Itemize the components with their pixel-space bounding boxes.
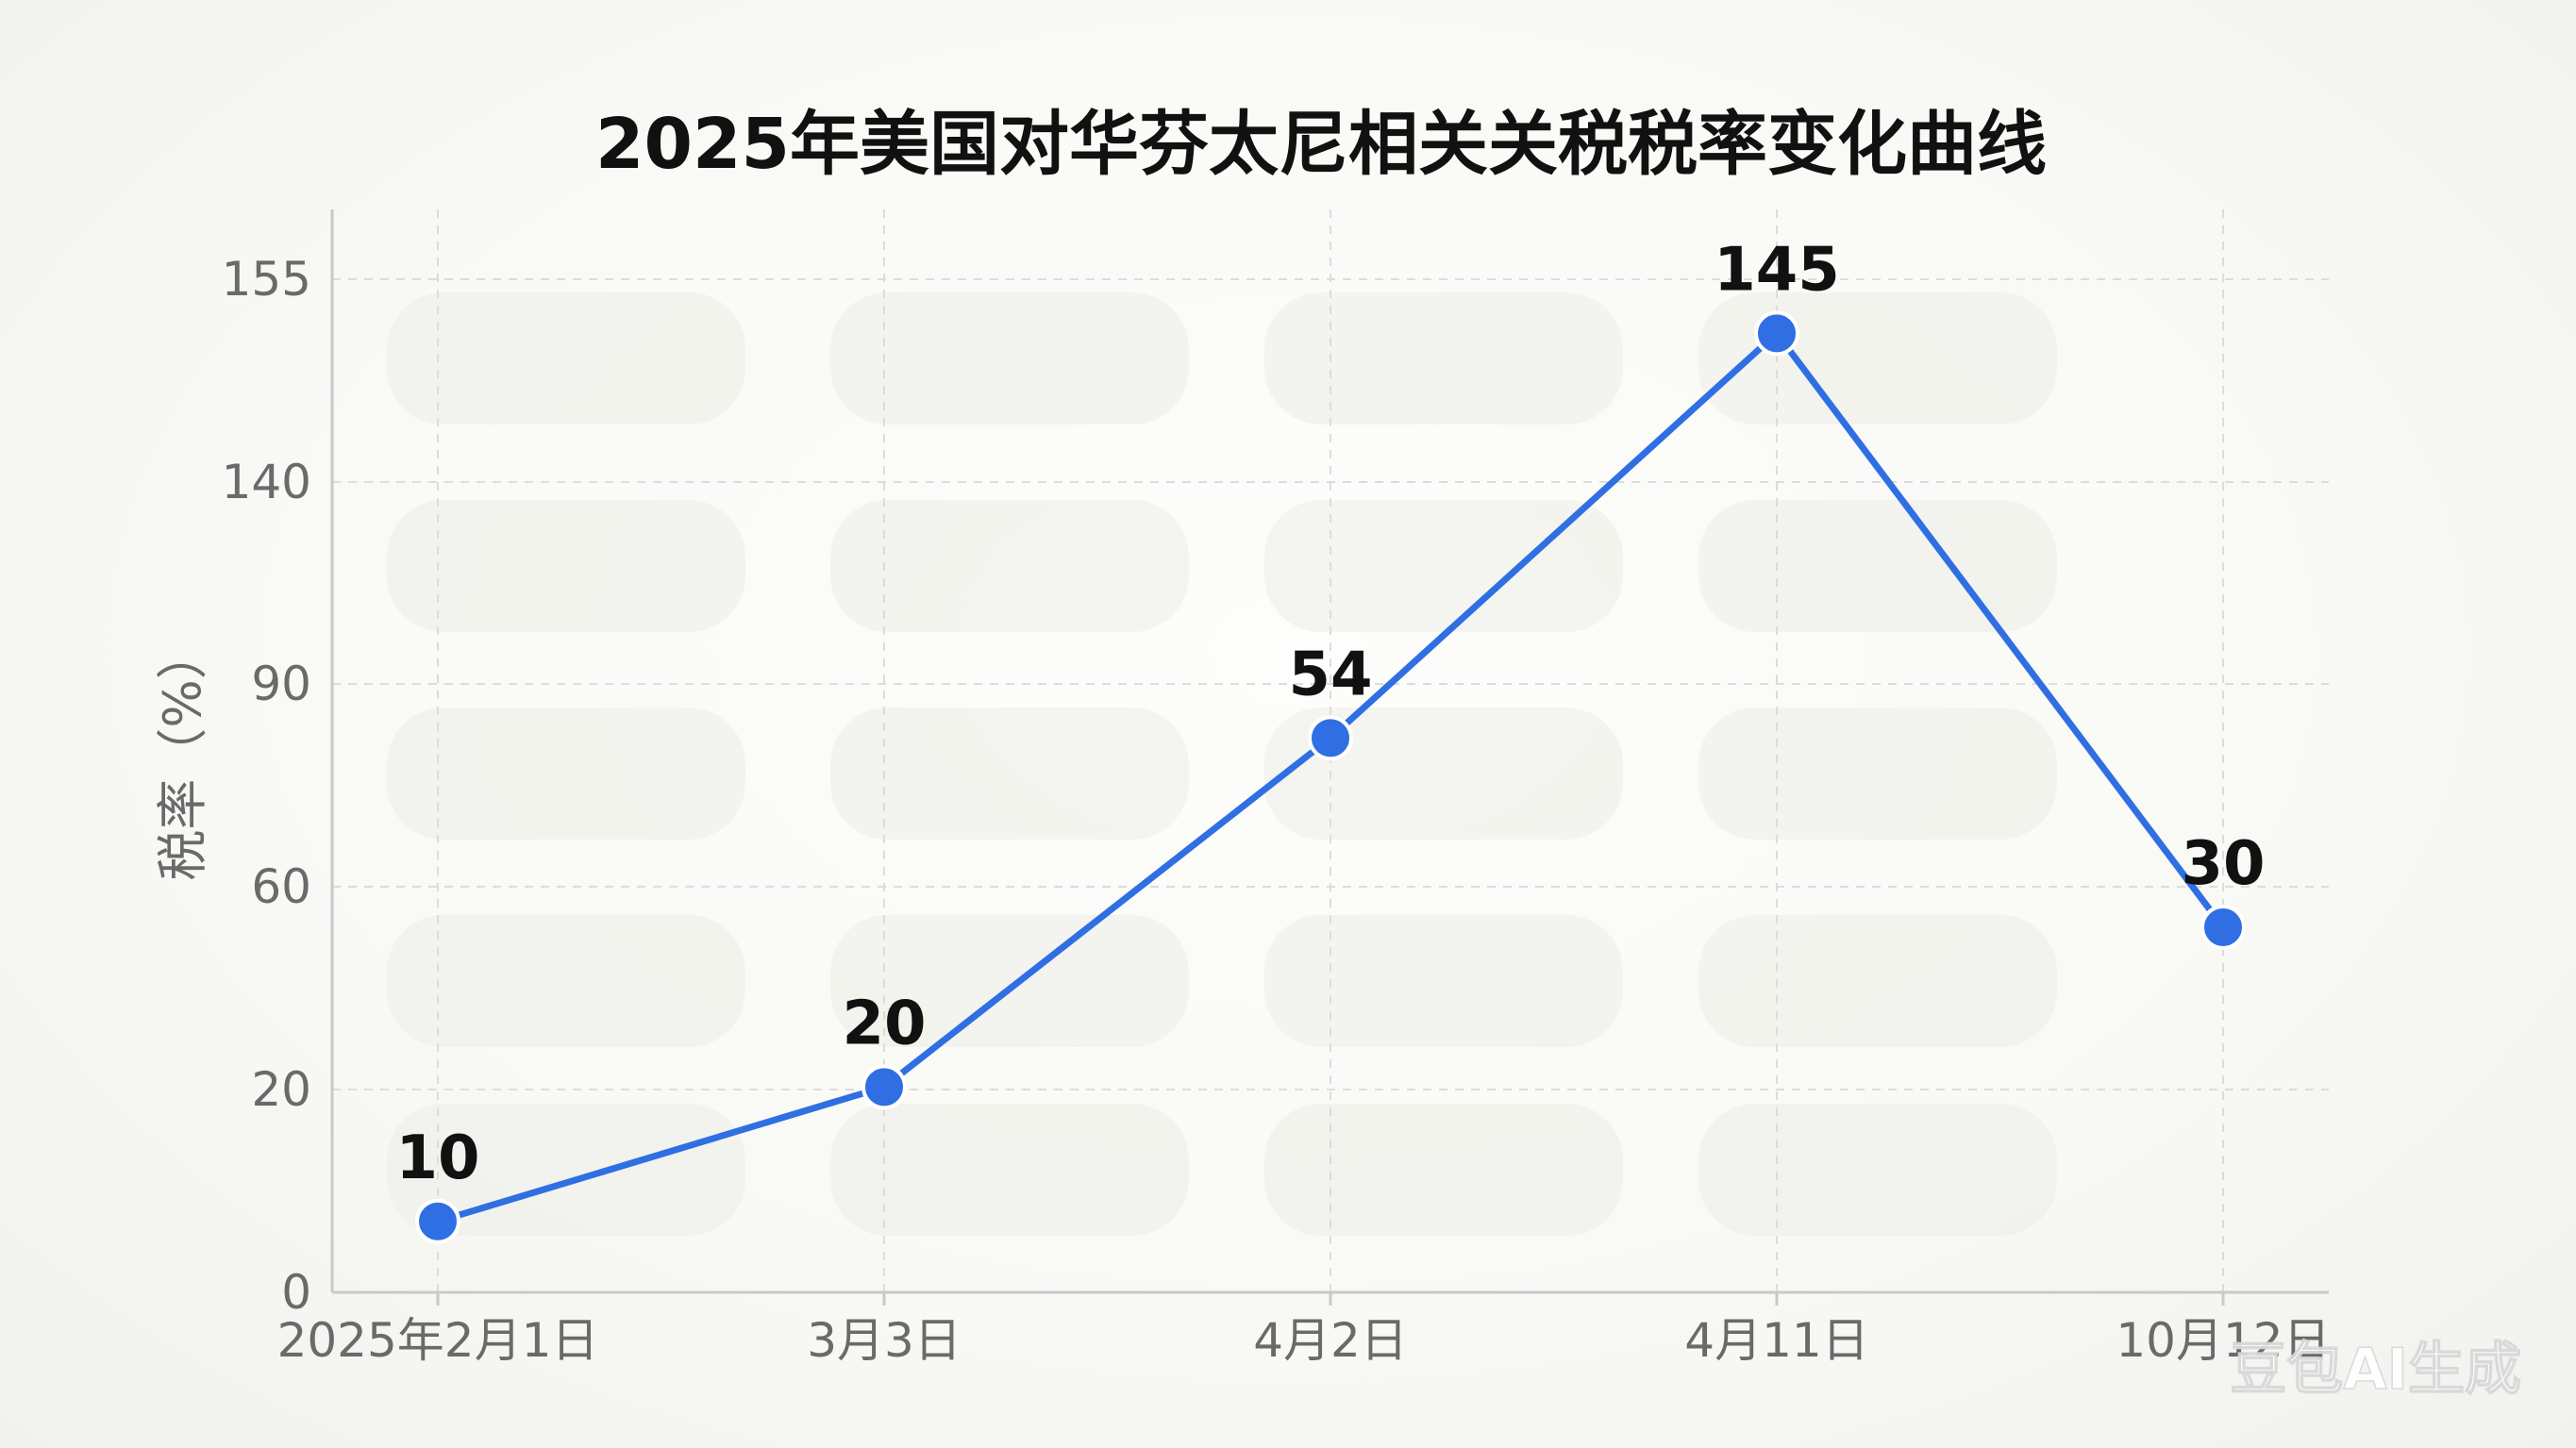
- data-point: [2200, 905, 2246, 950]
- y-tick-label: 155: [222, 252, 311, 307]
- background-blob: [1264, 500, 1623, 632]
- data-labels: 10 20 54 145 30: [395, 235, 2265, 1192]
- x-tick-label: 4月2日: [1253, 1313, 1408, 1368]
- background-blob: [387, 707, 745, 840]
- y-tick-label: 90: [251, 657, 311, 711]
- y-axis-ticks: 0 20 60 90 140 155: [222, 252, 311, 1320]
- background-blob: [387, 292, 745, 424]
- background-texture: [387, 292, 2057, 1236]
- x-tick-label: 4月11日: [1684, 1313, 1868, 1368]
- x-tick-label: 2025年2月1日: [277, 1313, 599, 1368]
- data-point: [861, 1064, 907, 1110]
- data-point: [415, 1198, 460, 1244]
- background-blob: [387, 500, 745, 632]
- chart-title: 2025年美国对华芬太尼相关关税税率变化曲线: [595, 104, 2047, 185]
- data-label: 145: [1714, 235, 1840, 305]
- background-blob: [1264, 707, 1623, 840]
- grid: [332, 209, 2329, 1292]
- background-blob: [1698, 1104, 2057, 1236]
- data-label: 10: [395, 1123, 479, 1193]
- background-blob: [1264, 292, 1623, 424]
- data-points: [415, 310, 2246, 1244]
- x-axis-ticks: 2025年2月1日 3月3日 4月2日 4月11日 10月12日: [277, 1292, 2331, 1368]
- data-point: [1754, 310, 1799, 357]
- x-tick-label: 10月12日: [2116, 1313, 2330, 1368]
- data-label: 20: [842, 989, 926, 1058]
- watermark-logo: 豆包AI生成: [2230, 1337, 2521, 1403]
- background-blob: [1264, 1104, 1623, 1236]
- background-blob: [830, 915, 1189, 1047]
- y-tick-label: 140: [222, 455, 311, 509]
- data-label: 30: [2181, 829, 2265, 899]
- data-point: [1308, 715, 1353, 761]
- background-blob: [830, 707, 1189, 840]
- background-blob: [387, 1104, 745, 1236]
- background-blob: [1698, 500, 2057, 632]
- y-tick-label: 20: [251, 1062, 311, 1117]
- background-blob: [387, 915, 745, 1047]
- y-tick-label: 0: [281, 1265, 311, 1320]
- background-blob: [1264, 915, 1623, 1047]
- background-blob: [1698, 707, 2057, 840]
- y-tick-label: 60: [251, 859, 311, 914]
- background-blob: [1698, 915, 2057, 1047]
- y-axis-title: 税率（%）: [153, 628, 212, 880]
- x-tick-label: 3月3日: [807, 1313, 962, 1368]
- data-label: 54: [1288, 640, 1372, 709]
- background-blob: [830, 500, 1189, 632]
- background-blob: [830, 1104, 1189, 1236]
- background-blob: [830, 292, 1189, 424]
